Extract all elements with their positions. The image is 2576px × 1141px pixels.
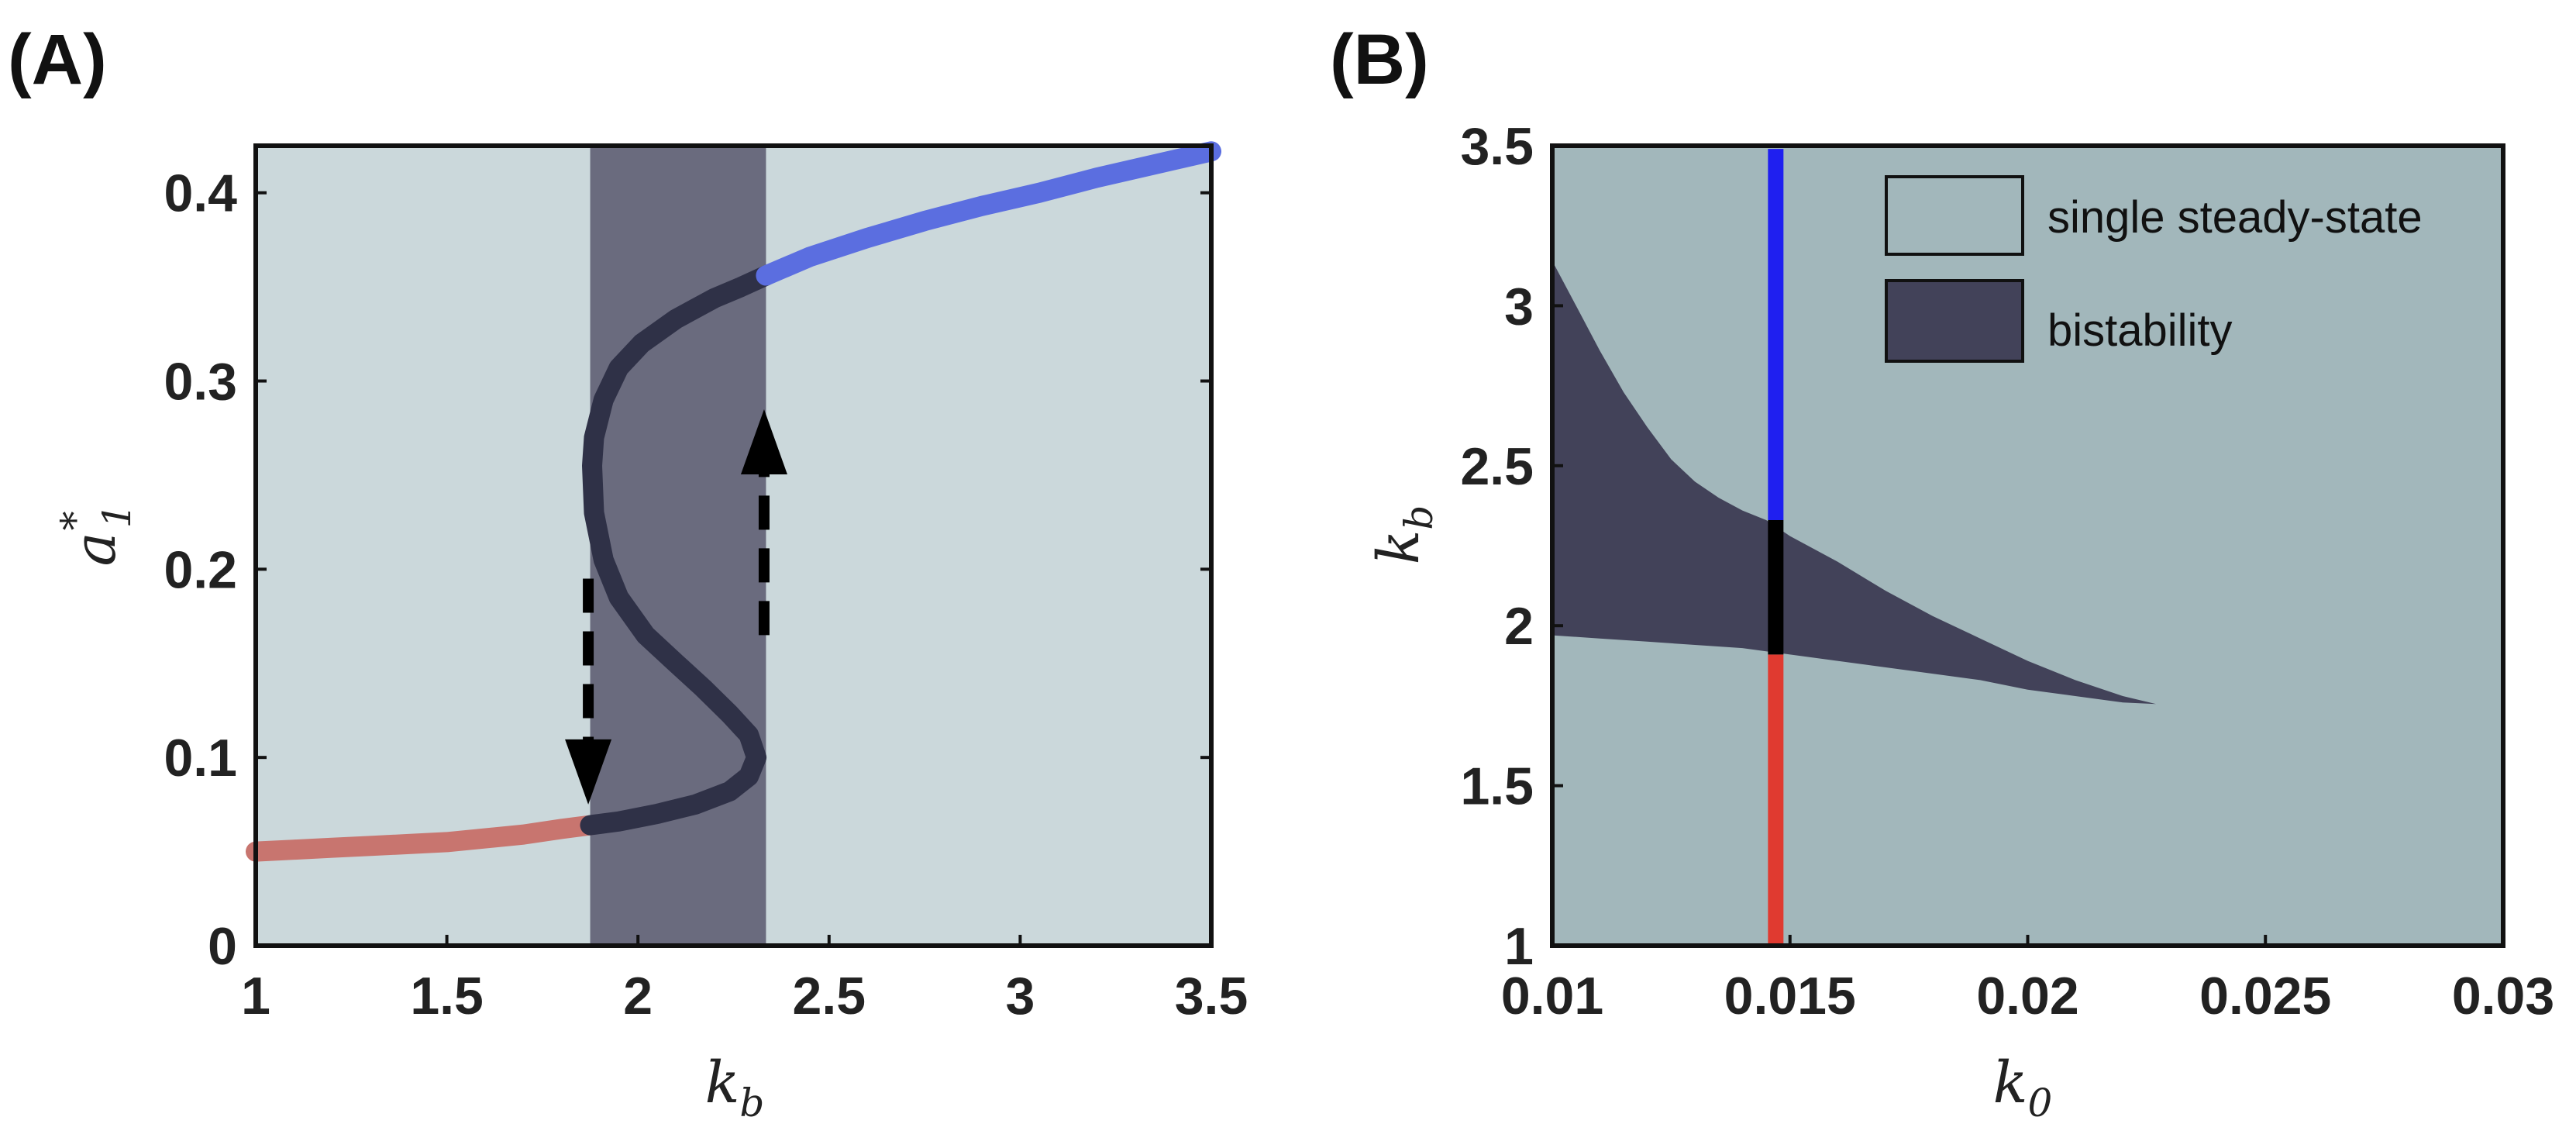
panel-b-label: (B) xyxy=(1330,20,1429,99)
y-tick-label: 2 xyxy=(1504,597,1534,656)
legend-swatch-bistability xyxy=(1885,279,2024,363)
panel-a-y-label-group: a*1 xyxy=(53,504,139,567)
x-tick-label: 2.5 xyxy=(793,967,866,1026)
arrow-down xyxy=(565,578,612,805)
panel-a-x-ticks: 1 1.5 2 2.5 3 3.5 xyxy=(241,935,1248,1026)
x-tick-label: 2 xyxy=(623,967,653,1026)
x-tick-label: 3.5 xyxy=(1175,967,1248,1026)
panel-b-x-label: k0 xyxy=(1993,1050,2053,1125)
arrow-up xyxy=(740,408,787,636)
y-tick-label: 0.3 xyxy=(164,353,237,412)
x-tick-label: 1.5 xyxy=(410,967,484,1026)
legend-swatch-single-steady-state xyxy=(1885,175,2024,256)
y-tick-label: 3 xyxy=(1504,277,1534,336)
x-tick-label: 0.015 xyxy=(1724,967,1856,1026)
bistability-region xyxy=(1552,260,2157,705)
y-tick-label: 2.5 xyxy=(1460,437,1534,496)
y-tick-label: 1.5 xyxy=(1460,757,1534,816)
x-tick-label: 0.02 xyxy=(1976,967,2078,1026)
y-tick-label: 0.4 xyxy=(164,164,237,223)
series-1-line xyxy=(580,265,777,836)
arrow-down-head xyxy=(565,739,612,805)
arrow-up-head xyxy=(740,408,787,474)
series-2-line xyxy=(756,141,1221,286)
x-tick-label: 0.01 xyxy=(1501,967,1603,1026)
legend-label-bistability: bistability xyxy=(2047,305,2233,356)
x-tick-label: 3 xyxy=(1005,967,1035,1026)
panel-b-x-ticks: 0.01 0.015 0.02 0.025 0.03 xyxy=(1501,935,2554,1026)
y-tick-label: 0 xyxy=(208,917,237,976)
x-tick-label: 0.03 xyxy=(2452,967,2554,1026)
panel-b-legend: single steady-state bistability xyxy=(1885,175,2423,363)
panel-b-y-ticks: 1 1.5 2 2.5 3 3.5 xyxy=(1460,117,1563,976)
panel-a-x-label: kb xyxy=(705,1050,765,1125)
y-tick-label: 0.2 xyxy=(164,540,237,599)
panel-b-y-label: kb xyxy=(1365,505,1441,565)
x-tick-label: 1 xyxy=(241,967,270,1026)
panel-a-y-label: a*1 xyxy=(53,504,139,567)
series-0-line xyxy=(246,815,601,862)
panel-a: (A) 1 1.5 2 2.5 3 3.5 0 0.1 0.2 0.3 0.4 kb a*1 xyxy=(8,20,1248,1125)
panel-a-y-ticks: 0 0.1 0.2 0.3 0.4 xyxy=(164,164,1211,976)
y-tick-label: 3.5 xyxy=(1460,117,1534,176)
y-tick-label: 0.1 xyxy=(164,729,237,788)
panel-b-y-label-group: kb xyxy=(1365,505,1441,565)
y-tick-label: 1 xyxy=(1504,917,1534,976)
panel-a-series xyxy=(246,141,1221,862)
panel-b: (B) 0.01 0.015 0.02 0.025 0.03 11.522.533.5 … xyxy=(1330,20,2554,1125)
legend-label-single-steady-state: single steady-state xyxy=(2047,192,2423,243)
panel-a-frame xyxy=(253,143,1214,948)
x-tick-label: 0.025 xyxy=(2199,967,2331,1026)
panel-a-arrows xyxy=(565,408,787,805)
panel-a-label: (A) xyxy=(8,20,107,99)
